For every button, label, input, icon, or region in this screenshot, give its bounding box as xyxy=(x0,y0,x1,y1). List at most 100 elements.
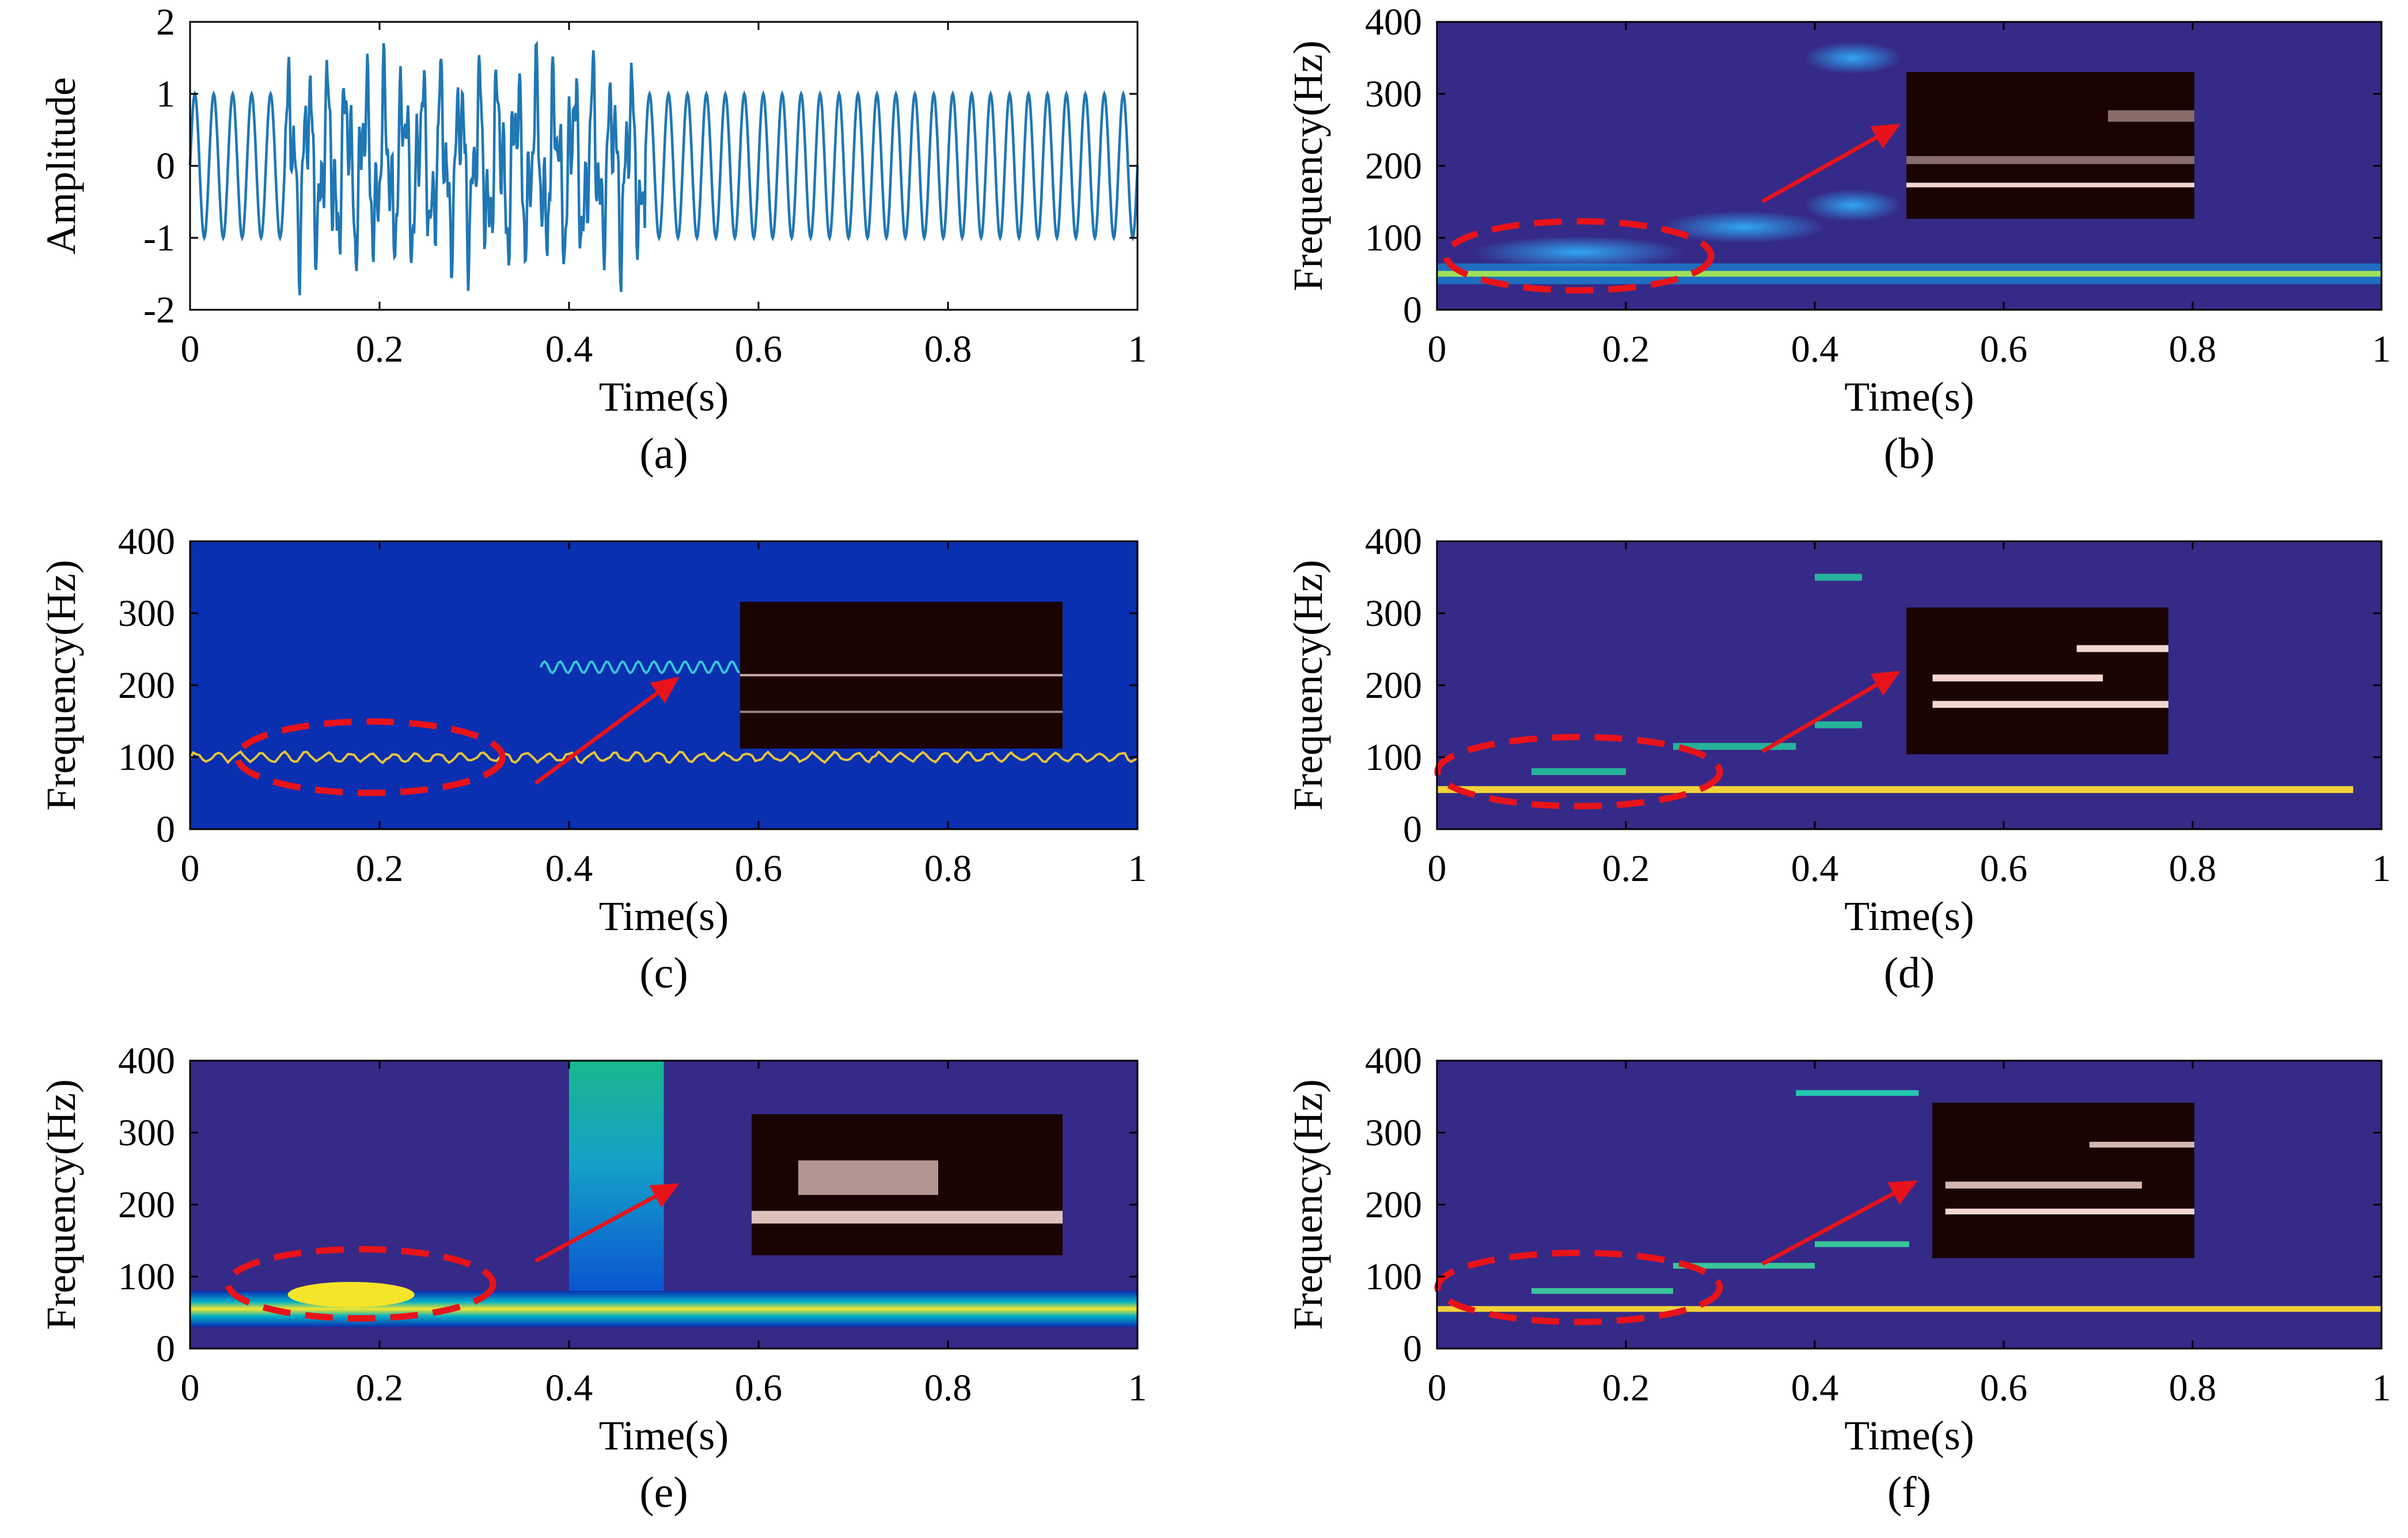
y-axis-label: Amplitude xyxy=(38,77,84,255)
tf-component xyxy=(1796,1090,1919,1096)
axes-frame xyxy=(1436,21,2383,311)
panel-caption: (a) xyxy=(639,430,688,478)
x-tick-label: 0 xyxy=(181,848,200,890)
y-tick-label: 300 xyxy=(1365,73,1422,115)
x-axis-label: Time(s) xyxy=(599,1412,729,1459)
y-tick-label: 100 xyxy=(118,1256,175,1298)
x-tick-label: 0.2 xyxy=(356,848,404,890)
tf-component xyxy=(1815,721,1862,728)
y-tick-label: 300 xyxy=(118,1112,175,1154)
arrow-head xyxy=(650,677,680,704)
tf-component xyxy=(1531,1288,1673,1294)
inset-line xyxy=(1906,156,2194,164)
y-tick-label: 200 xyxy=(118,664,175,707)
annotation-arrow xyxy=(534,1194,657,1263)
highlight-ellipse xyxy=(225,1246,496,1321)
x-tick-label: 0 xyxy=(1428,1367,1447,1409)
y-axis-label: Frequency(Hz) xyxy=(1285,40,1331,291)
inset-line xyxy=(1932,701,2168,708)
zoom-inset xyxy=(740,602,1063,749)
y-axis-label: Frequency(Hz) xyxy=(38,560,84,811)
inset-line xyxy=(2076,645,2168,652)
zoom-inset xyxy=(1906,72,2194,219)
x-tick-label: 0.2 xyxy=(356,1367,404,1409)
x-tick-label: 0.2 xyxy=(356,328,404,370)
tf-component xyxy=(1473,236,1685,268)
y-tick-label: 400 xyxy=(118,521,175,563)
y-tick-label: 0 xyxy=(156,808,175,850)
arrow-head xyxy=(649,1183,680,1208)
x-axis-label: Time(s) xyxy=(599,374,729,420)
axes-frame xyxy=(189,21,1139,311)
inset-line xyxy=(798,1160,938,1195)
tf-component xyxy=(1815,574,1862,581)
tf-component xyxy=(569,1061,664,1291)
annotation-arrow xyxy=(534,691,659,785)
x-axis-label: Time(s) xyxy=(599,893,729,939)
x-tick-label: 0 xyxy=(1428,848,1447,890)
highlight-ellipse xyxy=(234,718,506,796)
tf-component xyxy=(1673,1263,1815,1269)
tf-component xyxy=(1815,1241,1909,1247)
y-tick-label: 100 xyxy=(1365,217,1422,259)
tf-component xyxy=(1437,786,2353,793)
tf-component xyxy=(1662,211,1826,244)
inset-line xyxy=(1945,1182,2142,1189)
y-tick-label: 0 xyxy=(156,1328,175,1370)
y-tick-label: 0 xyxy=(1403,1328,1422,1370)
y-tick-label: 2 xyxy=(156,1,175,43)
x-axis-label: Time(s) xyxy=(1844,374,1974,420)
x-tick-label: 0.2 xyxy=(1602,1367,1650,1409)
y-tick-label: 400 xyxy=(118,1040,175,1082)
tf-component xyxy=(1437,1306,2382,1312)
panel-caption: (d) xyxy=(1884,949,1935,997)
panel-f: 0 0.2 0.4 0.6 0.8 1 400 300 200 100 0 Time(s) Freque… xyxy=(1285,1040,2391,1517)
x-tick-label: 1 xyxy=(2372,1367,2391,1409)
tf-component xyxy=(287,1282,415,1308)
x-tick-label: 0.4 xyxy=(1791,328,1839,370)
x-axis-label: Time(s) xyxy=(1844,893,1974,939)
inset-line xyxy=(740,674,1063,677)
x-tick-label: 0.6 xyxy=(1980,848,2028,890)
y-tick-label: 100 xyxy=(1365,736,1422,779)
x-tick-label: 0.6 xyxy=(735,328,783,370)
inset-line xyxy=(1932,674,2103,682)
y-tick-label: 400 xyxy=(1365,1040,1422,1082)
tf-component xyxy=(1803,189,1902,222)
ridge-line xyxy=(539,660,741,675)
signal-line xyxy=(188,40,1139,295)
heatmap-background xyxy=(1437,1061,2382,1349)
tf-component xyxy=(1803,41,1902,74)
inset-line xyxy=(2108,110,2194,122)
x-tick-label: 0.8 xyxy=(2169,328,2217,370)
inset-line xyxy=(752,1210,1063,1224)
x-tick-label: 0.2 xyxy=(1602,328,1650,370)
panel-b: 0 0.2 0.4 0.6 0.8 1 400 300 200 100 0 Time(s) Freque… xyxy=(1285,1,2391,478)
y-tick-label: 400 xyxy=(1365,521,1422,563)
inset-background xyxy=(1932,1103,2194,1258)
y-tick-label: -2 xyxy=(143,289,175,331)
x-tick-label: 0.8 xyxy=(2169,1367,2217,1409)
x-tick-label: 0.4 xyxy=(545,848,593,890)
y-tick-label: 200 xyxy=(1365,145,1422,187)
panel-e: 0 0.2 0.4 0.6 0.8 1 400 300 200 100 0 Time(s) Freque… xyxy=(38,1040,1147,1517)
x-tick-label: 0.8 xyxy=(924,848,972,890)
annotation-arrow xyxy=(1761,683,1878,754)
inset-line xyxy=(1945,1209,2194,1214)
y-tick-label: 0 xyxy=(156,145,175,187)
x-tick-label: 1 xyxy=(1128,328,1147,370)
x-tick-label: 1 xyxy=(1128,848,1147,890)
zoom-inset xyxy=(1906,607,2168,754)
inset-line xyxy=(740,711,1063,713)
y-tick-label: 200 xyxy=(1365,664,1422,707)
x-tick-label: 0 xyxy=(181,328,200,370)
y-tick-label: -1 xyxy=(143,217,175,259)
x-axis-label: Time(s) xyxy=(1844,1412,1974,1459)
x-tick-label: 0.2 xyxy=(1602,848,1650,890)
axes-frame xyxy=(189,540,1139,830)
ridge-line xyxy=(189,750,1138,765)
x-tick-label: 0.8 xyxy=(2169,848,2217,890)
panel-caption: (f) xyxy=(1887,1468,1931,1517)
y-tick-label: 0 xyxy=(1403,289,1422,331)
